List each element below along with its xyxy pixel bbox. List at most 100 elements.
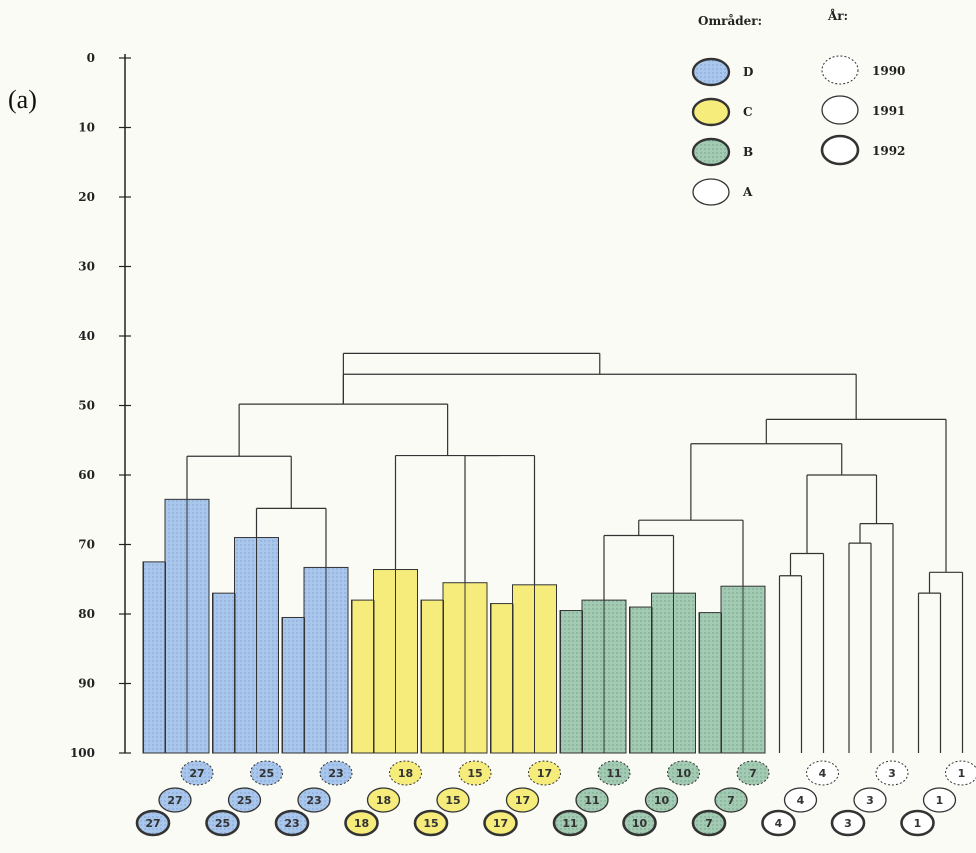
legend-year-title: År: (827, 8, 848, 23)
legend-area-swatch (691, 57, 731, 87)
leaf-label: 3 (888, 767, 896, 780)
legend-year-swatch (821, 55, 859, 85)
leaf-label: 18 (354, 817, 369, 830)
y-tick-label: 30 (78, 260, 95, 274)
leaf-label: 7 (727, 794, 735, 807)
leaf-label: 17 (515, 794, 530, 807)
leaf-label: 27 (189, 767, 204, 780)
leaf-label: 3 (844, 817, 852, 830)
legend-year-swatch (820, 134, 860, 166)
legend-area-label: B (743, 145, 753, 159)
y-tick-label: 40 (78, 329, 95, 343)
legend-area-label: A (742, 185, 753, 199)
leaf-circle (366, 787, 401, 813)
leaf-label: 17 (537, 767, 552, 780)
panel-label: (a) (8, 85, 37, 114)
legend-area-label: C (743, 105, 753, 119)
leaf-circle (575, 787, 609, 813)
leaf-label: 1 (914, 817, 922, 830)
leaf-label: 25 (237, 794, 252, 807)
leaf-circle (528, 760, 561, 786)
leaf-circle (319, 760, 353, 786)
legend-year-label: 1992 (872, 144, 905, 158)
leaf-label: 7 (705, 817, 713, 830)
leaf-label: 11 (606, 767, 621, 780)
legend-year-label: 1991 (872, 104, 905, 118)
leaf-circle (714, 787, 748, 813)
leaf-circle (644, 787, 679, 813)
y-tick-label: 20 (78, 190, 95, 204)
leaf-circle (830, 809, 866, 837)
leaf-circle (667, 760, 700, 786)
y-axis: 0 10 20 30 40 50 60 70 80 90 100 (70, 51, 131, 760)
legend-year-label: 1990 (872, 64, 905, 78)
leaf-circle (274, 809, 310, 837)
dendrogram-tree (142, 352, 964, 754)
leaf-label: 23 (306, 794, 321, 807)
leaf-circle (297, 787, 331, 813)
leaf-circle (413, 809, 449, 837)
leaf-circle (205, 809, 240, 837)
leaf-label: 17 (493, 817, 508, 830)
leaf-circle (552, 809, 588, 837)
legend-area-swatch (691, 97, 731, 127)
leaf-label: 25 (215, 817, 230, 830)
leaf-label: 15 (423, 817, 438, 830)
leaf-circle (853, 787, 887, 813)
leaf-label: 10 (654, 794, 670, 807)
y-tick-label: 60 (78, 468, 95, 482)
leaf-circle (458, 760, 492, 786)
leaf-label: 4 (819, 767, 827, 780)
leaf-label: 10 (676, 767, 692, 780)
leaf-label: 4 (775, 817, 783, 830)
leaf-label: 27 (167, 794, 182, 807)
y-tick-label: 100 (70, 746, 95, 760)
y-tick-label: 80 (78, 607, 95, 621)
leaf-circle (691, 809, 727, 837)
leaf-label: 1 (958, 767, 966, 780)
leaf-label: 4 (797, 794, 805, 807)
leaf-circle (736, 760, 770, 786)
y-tick-label: 70 (78, 538, 95, 552)
leaf-circle (505, 787, 540, 813)
y-tick-label: 90 (78, 677, 95, 691)
leaf-label: 15 (467, 767, 482, 780)
leaf-label: 11 (562, 817, 577, 830)
leaf-circle (875, 760, 909, 786)
leaf-label: 11 (584, 794, 599, 807)
y-tick-label: 10 (78, 121, 95, 135)
legend-area-swatch (691, 137, 731, 167)
leaf-circle (945, 760, 976, 786)
y-tick-label: 0 (87, 51, 95, 65)
leaf-circles: 2727272525252323231818181515151717171111… (135, 760, 976, 837)
leaf-circle (250, 760, 283, 786)
legend-year-swatch (821, 95, 859, 125)
leaf-circle (806, 760, 839, 786)
leaf-label: 23 (328, 767, 343, 780)
leaf-circle (622, 809, 657, 837)
leaf-label: 18 (376, 794, 391, 807)
legend: Områder: År: D C B A 1990 1991 1992 (691, 8, 905, 206)
leaf-circle (761, 809, 796, 837)
leaf-circle (436, 787, 470, 813)
leaf-circle (135, 809, 171, 837)
leaf-label: 27 (145, 817, 160, 830)
leaf-label: 3 (866, 794, 874, 807)
leaf-circle (389, 760, 422, 786)
leaf-circle (483, 809, 518, 837)
leaf-circle (900, 809, 935, 837)
leaf-circle (180, 760, 214, 786)
y-tick-label: 50 (78, 399, 95, 413)
leaf-circle (344, 809, 379, 837)
leaf-label: 1 (936, 794, 944, 807)
leaf-label: 15 (445, 794, 460, 807)
legend-area-title: Områder: (698, 13, 762, 28)
leaf-circle (597, 760, 631, 786)
leaf-label: 23 (284, 817, 299, 830)
leaf-circle (783, 787, 818, 813)
leaf-label: 25 (259, 767, 274, 780)
leaf-label: 10 (632, 817, 648, 830)
leaf-label: 7 (749, 767, 757, 780)
